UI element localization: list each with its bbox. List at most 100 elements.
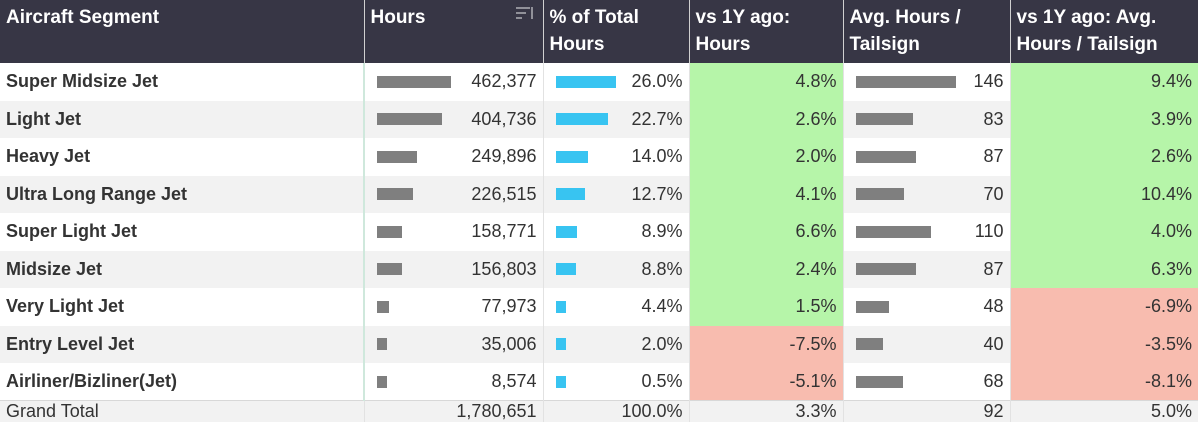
col-header-segment[interactable]: Aircraft Segment <box>0 0 365 63</box>
avg-hours-bar <box>855 300 889 313</box>
grand-total-row: Grand Total 1,780,651 100.0% 3.3% 92 5.0… <box>0 400 1198 422</box>
vs-hours-cell: 2.0% <box>689 138 844 176</box>
segment-label: Super Midsize Jet <box>0 63 365 101</box>
hours-cell-value: 462,377 <box>471 71 537 92</box>
total-avg-hours: 92 <box>843 400 1011 422</box>
col-header-avg-hours[interactable]: Avg. Hours / Tailsign <box>843 0 1011 63</box>
avg-hours-bar <box>855 75 956 88</box>
pct-bar <box>555 75 616 88</box>
pct-cell: 26.0% <box>543 63 690 101</box>
vs-avg-cell: 6.3% <box>1010 250 1198 288</box>
avg-hours-cell-value: 48 <box>983 296 1004 317</box>
table-row[interactable]: Airliner/Bizliner(Jet) 8,574 0.5% -5.1% 68 -8… <box>0 363 1198 401</box>
hours-cell-value: 249,896 <box>471 146 537 167</box>
avg-hours-bar <box>855 225 931 238</box>
pct-bar <box>555 225 577 238</box>
hours-cell: 35,006 <box>364 325 544 363</box>
hours-cell-value: 35,006 <box>481 333 537 354</box>
hours-bar <box>377 188 413 201</box>
pct-cell: 22.7% <box>543 100 690 138</box>
hours-bar <box>377 113 442 126</box>
segment-table: Aircraft Segment Hours % of Total Hours … <box>0 0 1198 422</box>
hours-cell-value: 156,803 <box>471 258 537 279</box>
avg-hours-cell: 146 <box>843 63 1011 101</box>
col-header-hours[interactable]: Hours <box>364 0 544 63</box>
hours-bar <box>377 263 402 276</box>
hours-cell: 462,377 <box>364 63 544 101</box>
hours-cell-value: 8,574 <box>491 371 537 391</box>
table-row[interactable]: Super Midsize Jet 462,377 26.0% 4.8% 146 9.4% <box>0 63 1198 101</box>
table-row[interactable]: Super Light Jet 158,771 8.9% 6.6% 110 4.0% <box>0 213 1198 251</box>
avg-hours-cell-value: 40 <box>983 333 1004 354</box>
pct-cell-value: 26.0% <box>631 71 683 92</box>
avg-hours-cell: 48 <box>843 288 1011 326</box>
pct-bar <box>555 300 566 313</box>
col-header-vs-avg[interactable]: vs 1Y ago: Avg. Hours / Tailsign <box>1010 0 1198 63</box>
col-header-pct-total[interactable]: % of Total Hours <box>543 0 690 63</box>
vs-hours-cell: 1.5% <box>689 288 844 326</box>
avg-hours-cell-value: 83 <box>983 108 1004 129</box>
table-row[interactable]: Very Light Jet 77,973 4.4% 1.5% 48 -6.9% <box>0 288 1198 326</box>
pct-bar <box>555 375 566 388</box>
segment-label: Light Jet <box>0 100 365 138</box>
segment-label: Heavy Jet <box>0 138 365 176</box>
pct-bar <box>555 263 576 276</box>
avg-hours-cell: 87 <box>843 250 1011 288</box>
hours-cell-value: 77,973 <box>481 296 537 317</box>
vs-hours-cell: 2.6% <box>689 100 844 138</box>
hours-bar <box>377 338 387 351</box>
col-header-hours-label: Hours <box>370 7 426 28</box>
avg-hours-cell: 110 <box>843 213 1011 251</box>
table-row[interactable]: Midsize Jet 156,803 8.8% 2.4% 87 6.3% <box>0 250 1198 288</box>
avg-hours-bar <box>855 263 916 276</box>
pct-cell: 14.0% <box>543 138 690 176</box>
avg-hours-cell-value: 110 <box>974 221 1004 242</box>
pct-cell-value: 2.0% <box>641 333 683 354</box>
table-row[interactable]: Light Jet 404,736 22.7% 2.6% 83 3.9% <box>0 100 1198 138</box>
pct-cell: 12.7% <box>543 175 690 213</box>
header-row: Aircraft Segment Hours % of Total Hours … <box>0 0 1198 63</box>
hours-cell-value: 404,736 <box>471 108 537 129</box>
avg-hours-bar <box>855 375 903 388</box>
vs-avg-cell: -3.5% <box>1010 325 1198 363</box>
pct-cell-value: 8.8% <box>641 258 683 279</box>
avg-hours-cell: 87 <box>843 138 1011 176</box>
total-vs-avg: 5.0% <box>1010 400 1198 422</box>
vs-hours-cell: 6.6% <box>689 213 844 251</box>
vs-avg-cell: 10.4% <box>1010 175 1198 213</box>
avg-hours-bar <box>855 188 904 201</box>
pct-bar <box>555 113 608 126</box>
pct-cell-value: 0.5% <box>641 371 683 391</box>
vs-hours-cell: 4.8% <box>689 63 844 101</box>
avg-hours-cell-value: 68 <box>983 371 1004 391</box>
pct-cell-value: 14.0% <box>631 146 683 167</box>
table-row[interactable]: Heavy Jet 249,896 14.0% 2.0% 87 2.6% <box>0 138 1198 176</box>
table-row[interactable]: Ultra Long Range Jet 226,515 12.7% 4.1% 70 10… <box>0 175 1198 213</box>
hours-bar <box>377 375 387 388</box>
sort-descending-icon[interactable] <box>515 6 534 22</box>
hours-bar <box>377 150 417 163</box>
avg-hours-cell: 70 <box>843 175 1011 213</box>
segment-label: Very Light Jet <box>0 288 365 326</box>
hours-cell-value: 226,515 <box>471 183 537 204</box>
hours-bar <box>377 75 451 88</box>
col-header-vs-hours[interactable]: vs 1Y ago: Hours <box>689 0 844 63</box>
hours-bar <box>377 225 402 238</box>
avg-hours-cell-value: 87 <box>983 258 1004 279</box>
pct-cell: 2.0% <box>543 325 690 363</box>
pct-cell: 4.4% <box>543 288 690 326</box>
avg-hours-cell-value: 87 <box>983 146 1004 167</box>
vs-avg-cell: 3.9% <box>1010 100 1198 138</box>
vs-avg-cell: 2.6% <box>1010 138 1198 176</box>
hours-cell: 77,973 <box>364 288 544 326</box>
avg-hours-cell: 40 <box>843 325 1011 363</box>
hours-cell: 404,736 <box>364 100 544 138</box>
vs-hours-cell: -5.1% <box>689 363 844 401</box>
pct-bar <box>555 188 585 201</box>
vs-avg-cell: 9.4% <box>1010 63 1198 101</box>
pct-cell-value: 4.4% <box>641 296 683 317</box>
hours-cell: 158,771 <box>364 213 544 251</box>
hours-bar <box>377 300 389 313</box>
vs-hours-cell: 2.4% <box>689 250 844 288</box>
table-row[interactable]: Entry Level Jet 35,006 2.0% -7.5% 40 -3.5% <box>0 325 1198 363</box>
